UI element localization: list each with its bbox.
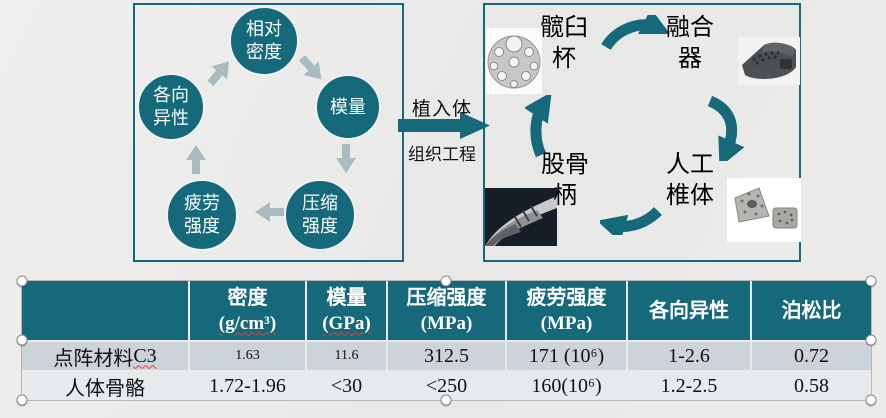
- table-header-poisson: 泊松比: [752, 281, 871, 340]
- table-header-anisotropy: 各向异性: [628, 281, 750, 340]
- node-anisotropy[interactable]: 各向 异性: [137, 73, 205, 141]
- table-header-density: 密度 (g/cm³): [190, 281, 305, 340]
- table-cell: 1.72-1.96: [190, 372, 305, 400]
- cycle-arrow-icon[interactable]: [294, 50, 330, 87]
- table-cell: <30: [307, 372, 386, 400]
- table-cell: 171 (10⁶): [507, 342, 626, 370]
- table-cell: 312.5: [388, 342, 505, 370]
- node-fatigue-strength[interactable]: 疲劳 强度: [166, 179, 238, 251]
- selection-handle[interactable]: [16, 275, 28, 287]
- cycle-arrow-icon[interactable]: [335, 144, 357, 174]
- table-header-cell: [22, 281, 188, 340]
- table-cell: <250: [388, 372, 505, 400]
- table-cell: 160(10⁶): [507, 372, 626, 400]
- acetabular-cup-image[interactable]: [486, 28, 542, 99]
- row-label-bone: 人体骨骼: [22, 372, 188, 400]
- table-header-modulus: 模量 (GPa): [307, 281, 386, 340]
- table-cell: 11.6: [307, 342, 386, 370]
- selection-handle[interactable]: [865, 334, 877, 346]
- cycle-arrow-icon[interactable]: [185, 144, 207, 174]
- implant-label-acetabular-cup[interactable]: 髋臼 杯: [540, 15, 588, 72]
- table-header-compressive: 压缩强度 (MPa): [388, 281, 505, 340]
- table-cell: 0.72: [752, 342, 871, 370]
- fusion-cage-image[interactable]: [738, 37, 800, 90]
- row-label-lattice: 点阵材料 C3: [22, 342, 188, 370]
- cycle-arrow-icon[interactable]: [254, 201, 284, 223]
- node-modulus[interactable]: 模量: [315, 74, 381, 140]
- implant-label-femoral-stem[interactable]: 股骨 柄: [541, 152, 589, 209]
- table-header-fatigue: 疲劳强度 (MPa): [507, 281, 626, 340]
- selection-handle[interactable]: [440, 394, 452, 406]
- flow-label-implant[interactable]: 植入体: [411, 99, 472, 120]
- table-cell: 1.2-2.5: [628, 372, 750, 400]
- implant-cycle-panel[interactable]: 髋臼 杯 融合 器 人工 椎体: [483, 3, 801, 262]
- curved-arrow-icon[interactable]: [700, 95, 745, 168]
- curved-arrow-icon[interactable]: [523, 91, 559, 166]
- selection-handle[interactable]: [16, 334, 28, 346]
- table-cell: 0.58: [752, 372, 871, 400]
- cycle-arrow-icon[interactable]: [202, 53, 238, 90]
- curved-arrow-icon[interactable]: [596, 201, 664, 243]
- curved-arrow-icon[interactable]: [600, 8, 672, 60]
- node-compressive-strength[interactable]: 压缩 强度: [284, 179, 356, 251]
- node-label: 压缩 强度: [302, 193, 338, 236]
- implant-label-fusion-cage[interactable]: 融合 器: [666, 15, 714, 72]
- node-label: 疲劳 强度: [184, 193, 220, 236]
- table-cell: 1.63: [190, 342, 305, 370]
- property-cycle-panel[interactable]: 相对 密度 模量 压缩 强度 疲劳 强度 各向 异性: [133, 3, 404, 262]
- selection-handle[interactable]: [440, 275, 452, 287]
- vertebral-implants-image[interactable]: [727, 178, 801, 247]
- node-label: 各向 异性: [153, 85, 189, 128]
- implant-label-artificial-vertebra[interactable]: 人工 椎体: [666, 152, 714, 209]
- table-cell: 1-2.6: [628, 342, 750, 370]
- flow-arrow-icon[interactable]: [398, 112, 490, 139]
- flow-label-tissue-engineering[interactable]: 组织工程: [408, 145, 476, 164]
- selection-handle[interactable]: [865, 275, 877, 287]
- node-relative-density[interactable]: 相对 密度: [229, 6, 299, 76]
- selection-handle[interactable]: [865, 394, 877, 406]
- node-label: 模量: [330, 96, 366, 117]
- node-label: 相对 密度: [246, 19, 282, 62]
- comparison-table[interactable]: 密度 (g/cm³) 模量 (GPa) 压缩强度 (MPa) 疲劳强度 (MPa…: [22, 281, 871, 400]
- selection-handle[interactable]: [16, 394, 28, 406]
- femoral-stem-image[interactable]: [485, 188, 557, 251]
